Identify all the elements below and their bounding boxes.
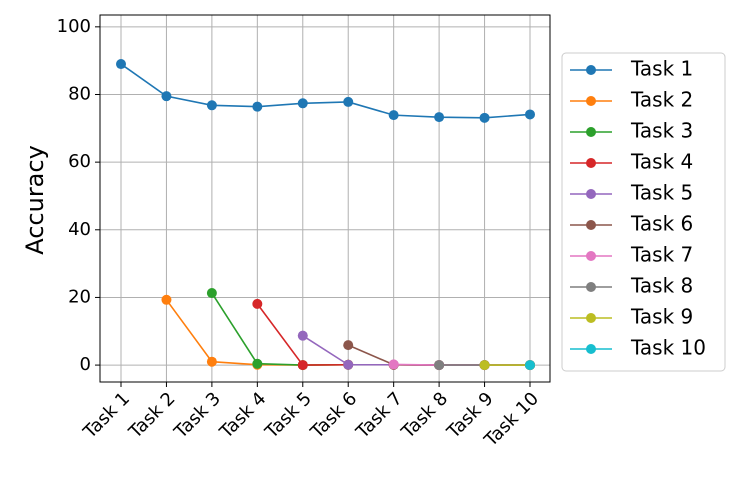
legend-marker: [586, 313, 596, 323]
point: [388, 359, 399, 370]
point: [116, 59, 126, 70]
legend-marker: [586, 65, 596, 75]
legend-label: Task 2: [630, 88, 693, 112]
y-tick-label: 0: [80, 354, 91, 375]
x-tick-label: Task 7: [352, 388, 407, 443]
x-tick-label: Task 5: [261, 388, 316, 443]
series: [116, 59, 535, 123]
point: [297, 360, 308, 371]
legend-marker: [586, 220, 596, 230]
legend-label: Task 8: [630, 274, 693, 298]
legend-label: Task 3: [630, 119, 693, 143]
series-line: [120, 63, 531, 119]
point: [206, 356, 217, 367]
legend-label: Task 10: [630, 336, 706, 360]
point: [434, 112, 445, 123]
y-tick-label: 60: [68, 151, 91, 172]
y-tick-label: 80: [68, 83, 91, 104]
x-tick-label: Task 2: [124, 388, 179, 443]
point: [525, 360, 535, 371]
point: [434, 360, 445, 371]
legend-marker: [586, 251, 596, 261]
y-axis-label: Accuracy: [21, 145, 49, 255]
point: [297, 330, 308, 341]
legend-label: Task 5: [630, 181, 693, 205]
y-tick-label: 40: [68, 219, 91, 240]
x-tick-label: Task 6: [306, 388, 361, 443]
y-tick-label: 100: [57, 16, 91, 37]
legend-marker: [586, 344, 596, 354]
point: [206, 100, 217, 111]
legend-label: Task 9: [630, 305, 693, 329]
point: [388, 110, 399, 121]
legend-marker: [586, 189, 596, 199]
x-tick-label: Task 4: [215, 388, 270, 443]
legend-label: Task 7: [630, 243, 693, 267]
legend-marker: [586, 282, 596, 292]
legend: Task 1 Task 2 Task 3 Task 4 Task 5 Task 6 Task…: [561, 52, 726, 372]
point: [343, 359, 354, 370]
legend-marker: [586, 127, 596, 137]
point: [343, 340, 354, 351]
point: [343, 96, 354, 107]
x-tick-label: Task 8: [397, 388, 452, 443]
legend-marker: [586, 96, 596, 106]
plot-frame: [99, 14, 551, 383]
point: [252, 298, 263, 309]
legend-label: Task 6: [630, 212, 693, 236]
point: [479, 112, 490, 123]
series: [525, 360, 535, 371]
point: [479, 360, 490, 371]
point: [297, 98, 308, 109]
legend-label: Task 4: [630, 150, 693, 174]
point: [161, 294, 172, 305]
legend-label: Task 1: [630, 57, 693, 81]
point: [525, 109, 535, 120]
point: [206, 288, 217, 299]
x-tick-label: Task 1: [79, 388, 134, 443]
point: [252, 101, 263, 112]
point: [252, 358, 263, 369]
x-tick-label: Task 3: [170, 388, 225, 443]
series-line: [302, 334, 530, 366]
point: [161, 91, 172, 102]
y-tick-label: 20: [68, 286, 91, 307]
legend-marker: [586, 158, 596, 168]
